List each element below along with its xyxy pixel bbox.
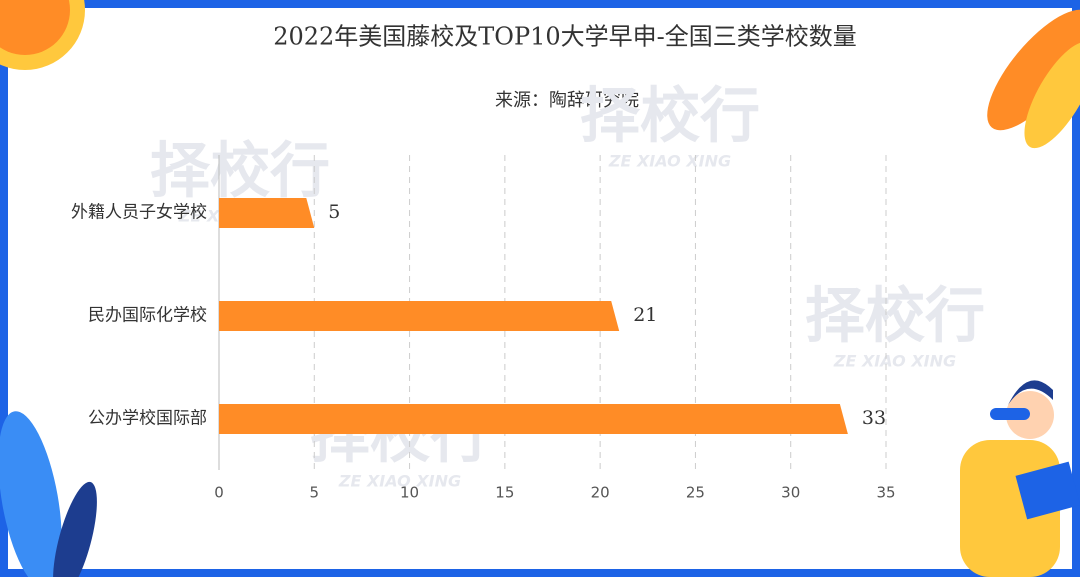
watermark-sub: ZE XIAO XING: [608, 152, 731, 171]
decoration-plant: [53, 481, 97, 577]
decoration-leaf: [1024, 41, 1080, 149]
x-tick-label: 25: [686, 484, 705, 502]
x-tick-label: 20: [591, 484, 610, 502]
watermark-sub: ZE XIAO XING: [338, 472, 461, 491]
x-tick-label: 15: [495, 484, 514, 502]
y-tick-label: 民办国际化学校: [88, 306, 207, 326]
bar: [219, 198, 315, 228]
value-label: 33: [862, 407, 886, 429]
decoration-leaf: [987, 9, 1080, 131]
x-tick-label: 35: [876, 484, 895, 502]
watermark: 择校行: [150, 137, 330, 207]
bar: [219, 301, 620, 331]
chart-subtitle: 来源：陶辞研究院: [495, 90, 639, 111]
watermark: 择校行: [805, 282, 985, 352]
chart-title: 2022年美国藤校及TOP10大学早申-全国三类学校数量: [273, 23, 857, 51]
y-tick-label: 公办学校国际部: [88, 409, 207, 429]
bar: [219, 404, 848, 434]
value-label: 21: [633, 304, 657, 326]
x-tick-label: 10: [400, 484, 419, 502]
y-tick-label: 外籍人员子女学校: [71, 203, 207, 223]
x-tick-label: 5: [310, 484, 320, 502]
watermark-sub: ZE XIAO XING: [833, 352, 956, 371]
decoration-person: [960, 380, 1080, 577]
decoration-sun-inner: [0, 0, 70, 55]
x-tick-label: 0: [214, 484, 224, 502]
value-label: 5: [328, 201, 340, 223]
decoration-plant: [0, 411, 62, 577]
x-tick-label: 30: [781, 484, 800, 502]
watermark: 择校行: [580, 82, 760, 152]
